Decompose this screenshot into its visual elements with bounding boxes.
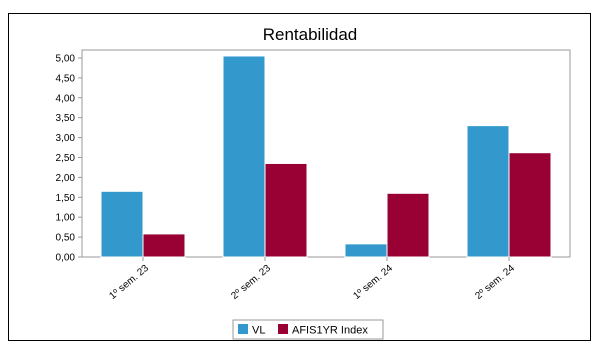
y-tick-label: 5,00: [56, 53, 76, 64]
y-tick-label: 2,00: [56, 173, 76, 184]
legend-swatch: [278, 324, 288, 334]
bar-vl: [344, 243, 388, 258]
chart-title: Rentabilidad: [263, 25, 358, 44]
bar-afis1yr-index: [142, 233, 186, 258]
y-tick-label: 1,50: [56, 193, 76, 204]
x-tick-label: 2º sem. 24: [473, 263, 517, 302]
y-tick-label: 0,00: [56, 253, 76, 264]
bar-afis1yr-index: [386, 192, 430, 258]
y-tick-label: 4,00: [56, 93, 76, 104]
bar-vl: [466, 125, 510, 258]
bar-vl: [222, 55, 266, 258]
y-tick-label: 1,00: [56, 213, 76, 224]
x-tick-label: 1º sem. 23: [107, 263, 151, 302]
bar-vl: [100, 190, 144, 258]
y-tick-label: 3,00: [56, 133, 76, 144]
x-tick-label: 1º sem. 24: [351, 263, 395, 302]
x-axis: 1º sem. 23 2º sem. 23 1º sem. 24 2º sem. 24: [107, 257, 517, 302]
y-axis: 0,00 0,50 1,00 1,50 2,00 2,50 3,00 3,50 4,00 4,50…: [56, 53, 82, 264]
legend-label: VL: [252, 325, 265, 337]
bar-afis1yr-index: [264, 162, 308, 258]
legend-swatch: [238, 324, 248, 334]
legend-label: AFIS1YR Index: [292, 325, 368, 337]
y-tick-label: 0,50: [56, 233, 76, 244]
y-tick-label: 4,50: [56, 73, 76, 84]
bars: [100, 55, 552, 258]
legend-box: [232, 319, 384, 340]
legend: VL AFIS1YR Index: [232, 319, 384, 340]
y-tick-label: 3,50: [56, 113, 76, 124]
bar-afis1yr-index: [508, 152, 552, 258]
x-tick-label: 2º sem. 23: [229, 263, 273, 302]
y-tick-label: 2,50: [56, 153, 76, 164]
